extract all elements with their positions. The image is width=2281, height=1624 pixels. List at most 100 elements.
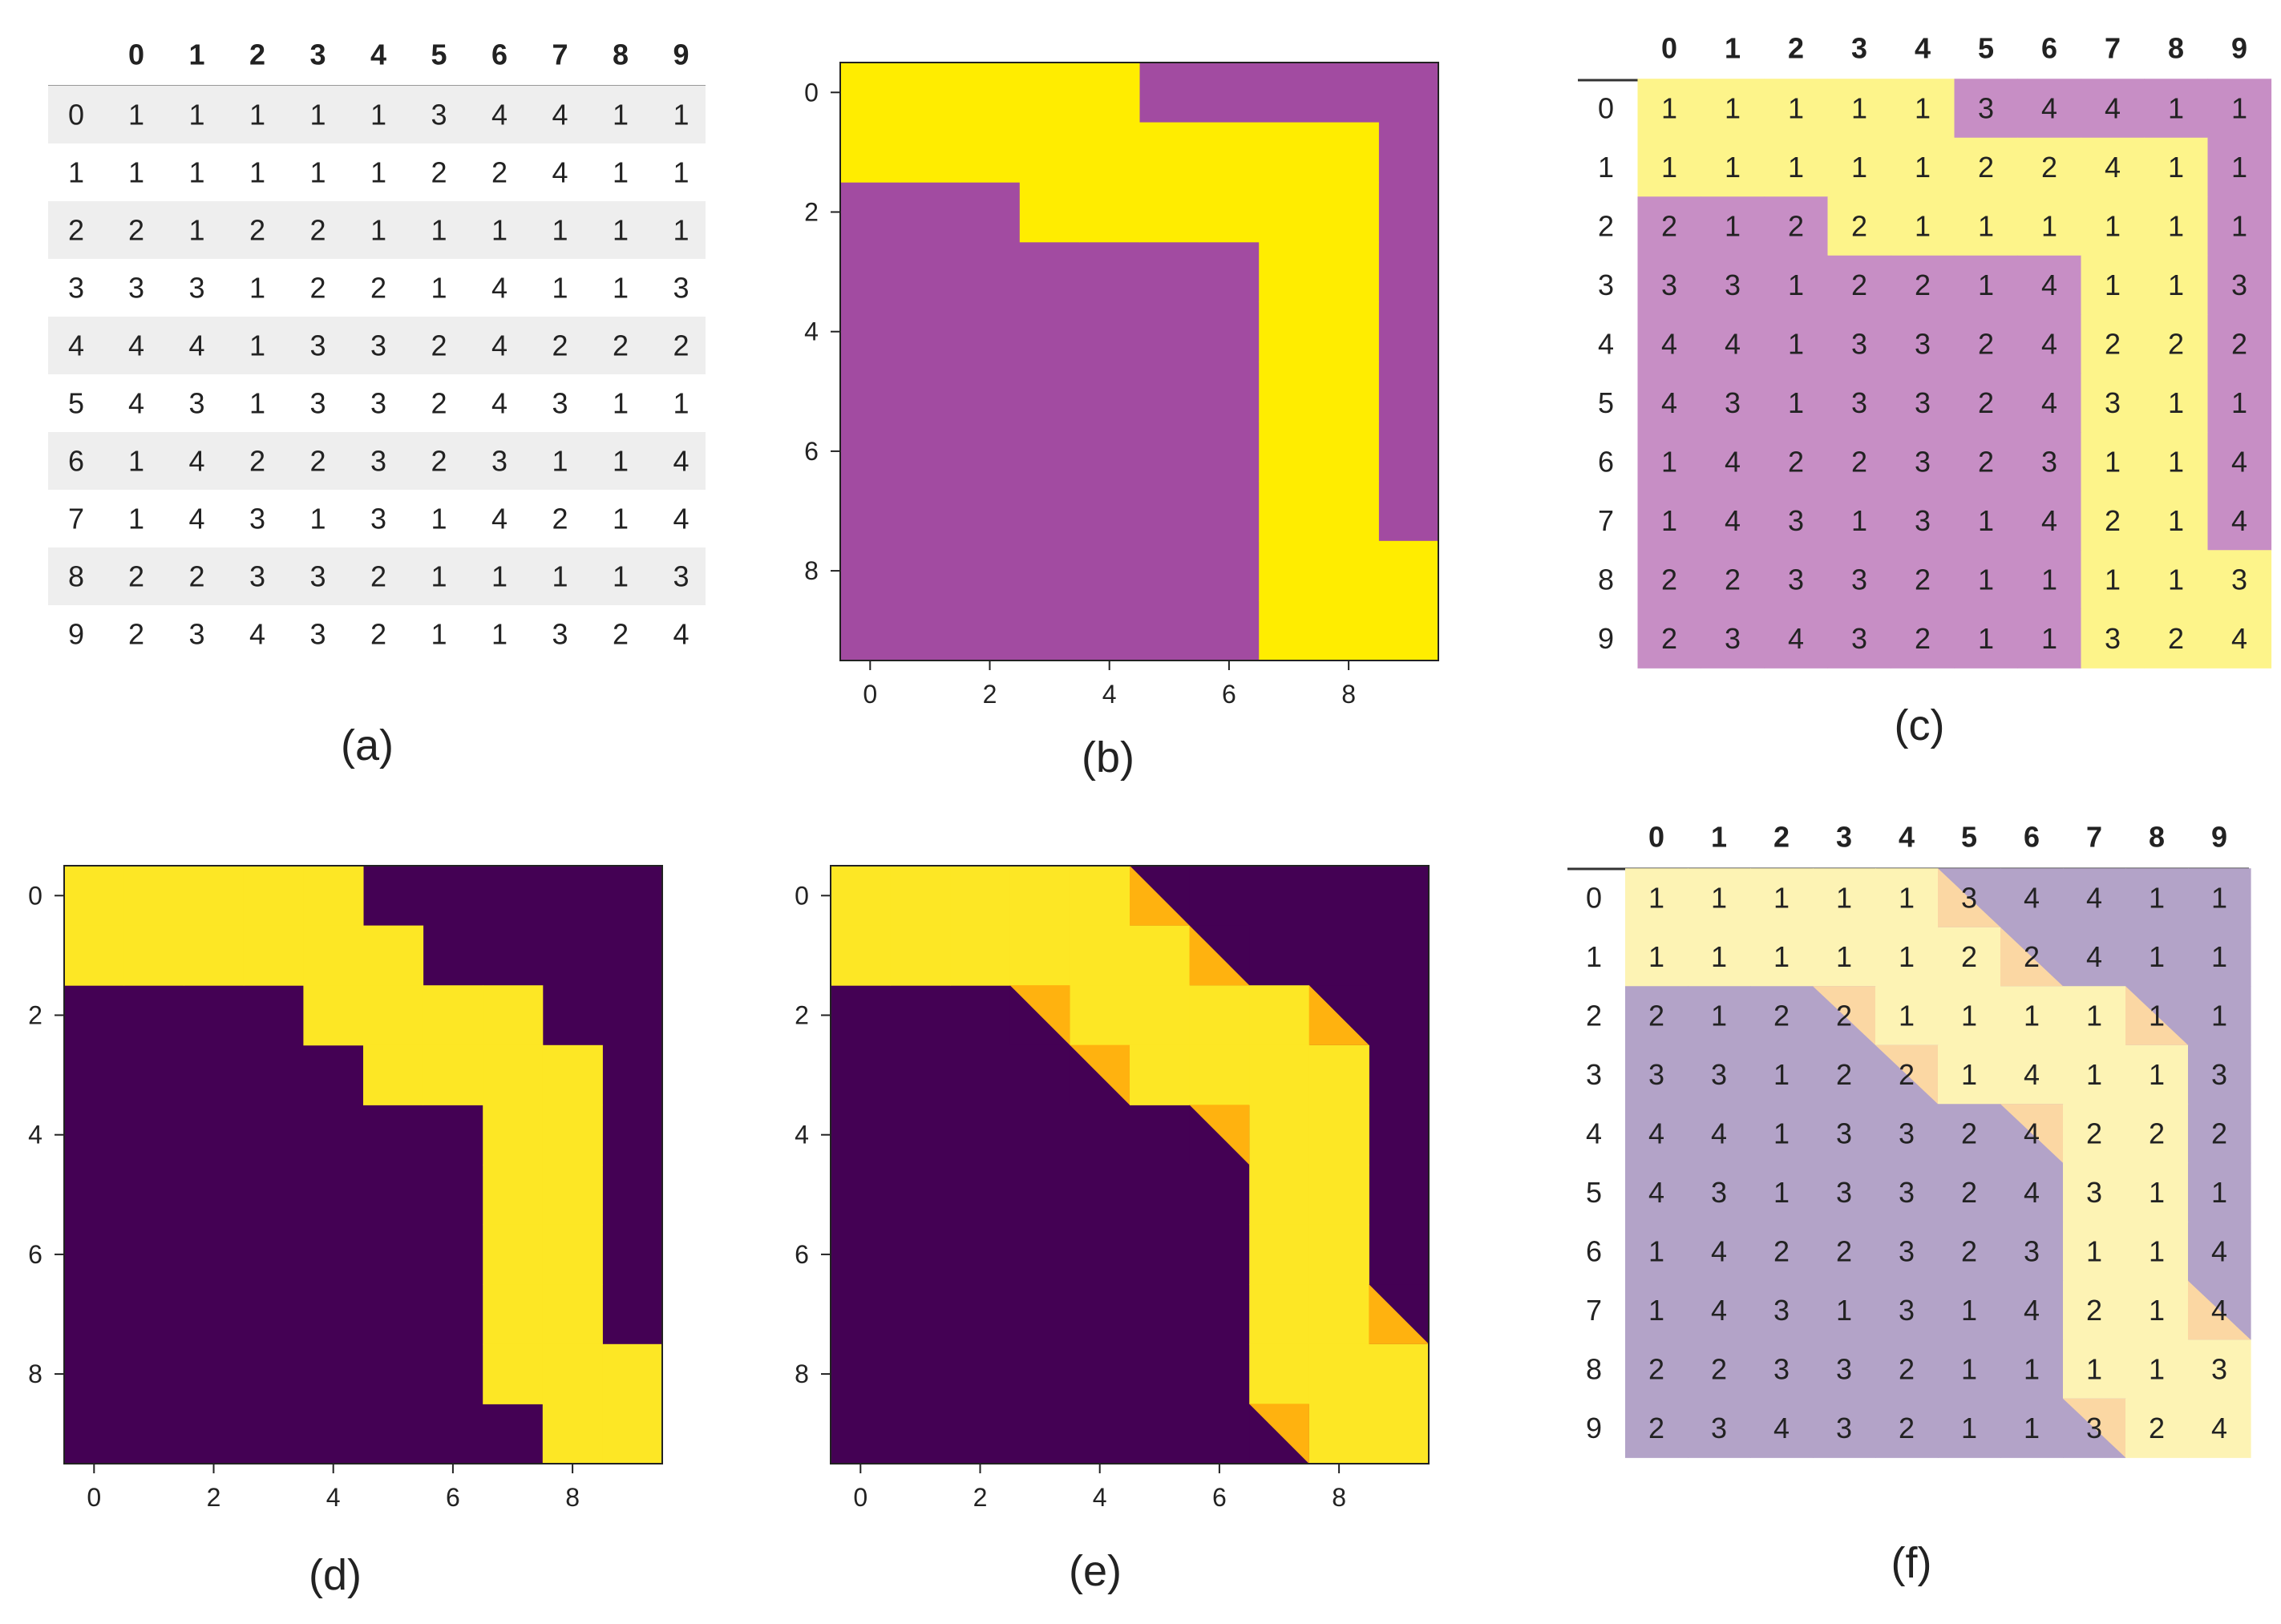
heatmap-cell xyxy=(542,1105,603,1165)
table-cell: 2 xyxy=(2105,328,2121,361)
table-cell: 1 xyxy=(309,99,326,131)
table-cell: 1 xyxy=(431,503,447,535)
heatmap-cell xyxy=(123,866,184,927)
table-cell: 3 xyxy=(2024,1235,2040,1268)
heatmap-frame xyxy=(839,62,1439,661)
table-cell: 1 xyxy=(2168,151,2184,184)
overlay-cell xyxy=(1688,1339,1751,1400)
heatmap-cell xyxy=(1318,540,1379,601)
heatmap-diagonal-background xyxy=(1369,1284,1429,1344)
overlay-cell xyxy=(2063,1104,2126,1164)
table-cell: 1 xyxy=(2149,1176,2165,1209)
table-cell: 2 xyxy=(1851,446,1867,479)
table-cell: 2 xyxy=(1915,622,1931,655)
heatmap-cell xyxy=(1019,122,1080,183)
table-cell: 2 xyxy=(1961,1235,1977,1268)
table-cell: 1 xyxy=(249,329,265,362)
table-cell: 2 xyxy=(1648,1412,1664,1444)
heatmap-diagonal-background xyxy=(1249,1404,1309,1464)
column-header: 1 xyxy=(1725,32,1741,65)
row-label: 3 xyxy=(1586,1058,1602,1091)
column-header: 4 xyxy=(1915,32,1931,65)
table-cell: 2 xyxy=(1773,1000,1790,1032)
overlay-cell xyxy=(1938,1222,2001,1282)
heatmap-cell xyxy=(123,925,184,986)
overlay-cell xyxy=(1764,196,1829,257)
column-header: 8 xyxy=(2168,32,2184,65)
column-header: 1 xyxy=(188,38,204,71)
y-tick-label: 0 xyxy=(804,78,819,107)
heatmap-cell xyxy=(900,122,961,183)
overlay-cell xyxy=(2000,868,2064,928)
column-header: 5 xyxy=(431,38,447,71)
table-cell: 2 xyxy=(309,445,326,478)
table-cell: 1 xyxy=(613,214,629,247)
table-cell: 1 xyxy=(2211,940,2227,973)
table-cell: 4 xyxy=(1711,1235,1727,1268)
table-cell: 1 xyxy=(2211,1000,2227,1032)
table-cell: 2 xyxy=(1978,328,1994,361)
heatmap-cell xyxy=(1009,866,1070,927)
heatmap-cell xyxy=(542,1044,603,1105)
table-cell: 1 xyxy=(188,156,204,189)
overlay-cell xyxy=(1701,79,1765,139)
heatmap-diagonal-cell xyxy=(1308,985,1369,1045)
table-cell: 1 xyxy=(128,99,144,131)
table-cell: 3 xyxy=(1711,1176,1727,1209)
table-cell: 3 xyxy=(1915,328,1931,361)
x-tick-label: 8 xyxy=(1341,680,1356,709)
overlay-cell xyxy=(1813,1398,1876,1458)
overlay-cell xyxy=(2188,1222,2251,1282)
overlay-cell xyxy=(2207,255,2272,315)
heatmap-cell xyxy=(1249,1105,1310,1165)
row-label: 4 xyxy=(1586,1117,1602,1150)
table-cell: 1 xyxy=(188,214,204,247)
table-cell: 4 xyxy=(2041,386,2057,419)
row-label: 2 xyxy=(68,214,84,247)
heatmap-cell xyxy=(1259,241,1320,302)
overlay-cell xyxy=(2063,1162,2126,1222)
column-header: 3 xyxy=(309,38,326,71)
column-header: 8 xyxy=(2149,821,2165,854)
table-cell: 1 xyxy=(1915,151,1931,184)
table-cell: 1 xyxy=(2168,564,2184,596)
table-cell: 2 xyxy=(1899,1058,1915,1091)
table-cell: 2 xyxy=(2024,940,2040,973)
overlay-cell xyxy=(1938,1398,2001,1458)
overlay-cell xyxy=(1764,314,1829,374)
x-tick-label: 2 xyxy=(983,680,997,709)
table-cell: 3 xyxy=(309,560,326,593)
table-cell: 3 xyxy=(552,387,568,420)
caption-a: (a) xyxy=(341,721,394,770)
table-cell: 4 xyxy=(491,329,508,362)
overlay-cell xyxy=(2125,1280,2189,1340)
heatmap-cell xyxy=(1308,1284,1369,1345)
table-cell: 3 xyxy=(1836,1117,1852,1150)
table-cell: 1 xyxy=(2231,386,2247,419)
overlay-diagonal-cell xyxy=(2063,1398,2125,1458)
table-cell: 3 xyxy=(1851,564,1867,596)
table-cell: 2 xyxy=(613,329,629,362)
table-cell: 4 xyxy=(188,503,204,535)
table-cell: 3 xyxy=(1788,564,1804,596)
table-cell: 3 xyxy=(2086,1412,2102,1444)
table-cell: 4 xyxy=(1725,446,1741,479)
table-cell: 3 xyxy=(309,329,326,362)
heatmap-cell xyxy=(950,866,1011,927)
table-cell: 1 xyxy=(613,99,629,131)
row-label: 1 xyxy=(1598,151,1614,184)
table-cell: 1 xyxy=(2024,1353,2040,1386)
table-cell: 1 xyxy=(1978,210,1994,243)
column-header: 5 xyxy=(1978,32,1994,65)
row-label: 2 xyxy=(1598,210,1614,243)
table-cell: 2 xyxy=(1788,446,1804,479)
overlay-cell xyxy=(1827,79,1892,139)
heatmap-cell xyxy=(483,1224,544,1285)
overlay-cell xyxy=(2017,491,2082,551)
overlay-cell xyxy=(1625,868,1689,928)
table-cell: 1 xyxy=(1661,151,1677,184)
table-cell: 1 xyxy=(2211,882,2227,915)
heatmap-panel-d: 0 0 2 2 4 4 6 6 8 8 xyxy=(28,865,663,1512)
table-cell: 4 xyxy=(1725,504,1741,537)
